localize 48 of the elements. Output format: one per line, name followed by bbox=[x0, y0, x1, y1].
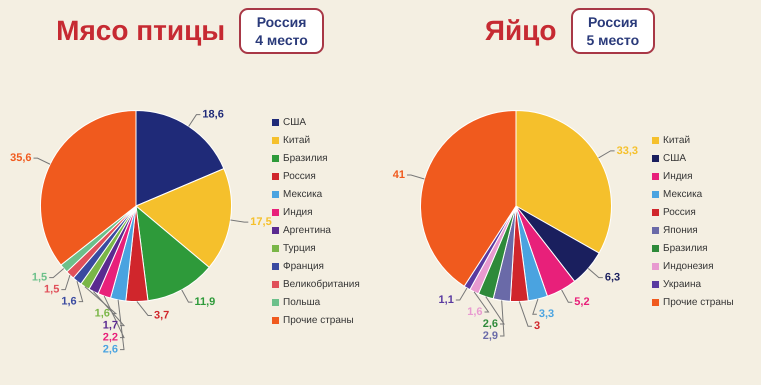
data-label: 5,2 bbox=[574, 296, 590, 308]
legend-label: Великобритания bbox=[283, 278, 360, 290]
data-label: 33,3 bbox=[616, 144, 638, 157]
data-label: 1,5 bbox=[44, 284, 60, 296]
data-label: 2,6 bbox=[482, 318, 498, 330]
data-label: 2,6 bbox=[102, 344, 118, 356]
data-label: 3 bbox=[534, 320, 540, 332]
legend-label: США bbox=[663, 152, 686, 164]
legend-label: Прочие страны bbox=[663, 296, 734, 308]
data-label: 1,5 bbox=[32, 272, 48, 284]
data-label: 3,7 bbox=[154, 310, 170, 322]
data-label: 1,6 bbox=[94, 308, 110, 320]
legend-label: Аргентина bbox=[283, 224, 331, 236]
data-label: 17,5 bbox=[250, 216, 272, 228]
data-label: 35,6 bbox=[10, 152, 32, 164]
legend-label: Мексика bbox=[283, 188, 322, 200]
legend-label: Индонезия bbox=[663, 260, 714, 272]
legend-label: Китай bbox=[283, 134, 310, 146]
data-label: 1,6 bbox=[467, 306, 482, 318]
legend-label: Украина bbox=[663, 278, 702, 290]
chart-subtitle: Россия 5 место bbox=[570, 8, 656, 54]
legend-label: Индия bbox=[283, 206, 313, 218]
data-label: 6,3 bbox=[604, 272, 620, 284]
data-label: 41 bbox=[392, 169, 405, 182]
legend-label: Турция bbox=[283, 242, 316, 254]
legend-label: Япония bbox=[663, 224, 698, 236]
legend-label: Мексика bbox=[663, 188, 702, 200]
data-label: 11,9 bbox=[194, 296, 216, 308]
legend-label: Бразилия bbox=[663, 242, 708, 254]
legend-label: США bbox=[283, 116, 306, 128]
data-label: 1,7 bbox=[102, 320, 118, 332]
legend-label: Польша bbox=[283, 296, 320, 308]
chart-title: Мясо птицы bbox=[56, 15, 226, 47]
data-label: 1,6 bbox=[61, 296, 77, 308]
chart-title: Яйцо bbox=[484, 15, 556, 47]
data-label: 3,3 bbox=[538, 308, 554, 320]
data-label: 18,6 bbox=[202, 108, 224, 121]
chart-subtitle: Россия 4 место bbox=[239, 8, 324, 54]
legend-label: Россия bbox=[663, 206, 696, 218]
legend-label: Россия bbox=[283, 170, 316, 182]
data-label: 1,1 bbox=[438, 294, 454, 306]
data-label: 2,9 bbox=[482, 330, 498, 342]
legend-label: Китай bbox=[663, 134, 690, 146]
legend-label: Франция bbox=[283, 260, 324, 272]
data-label: 2,2 bbox=[102, 332, 118, 344]
legend-label: Бразилия bbox=[283, 152, 328, 164]
legend-label: Прочие страны bbox=[283, 314, 354, 326]
legend-label: Индия bbox=[663, 170, 693, 182]
